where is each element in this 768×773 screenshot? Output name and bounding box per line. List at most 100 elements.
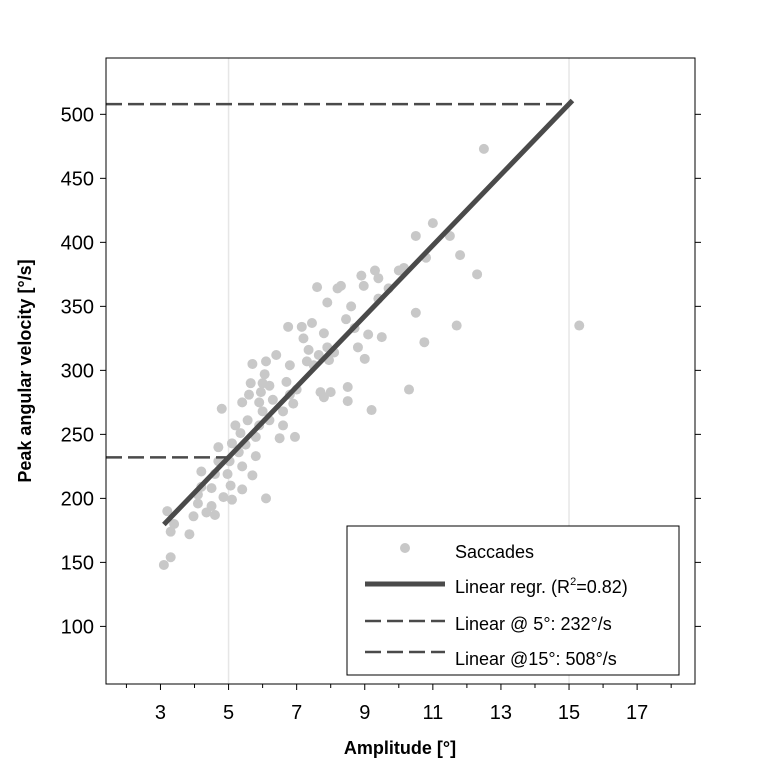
data-point	[259, 369, 270, 380]
x-tick-label: 3	[155, 702, 166, 724]
data-point	[325, 387, 336, 398]
regression-line	[162, 98, 575, 527]
data-point	[255, 387, 266, 398]
data-point	[235, 428, 246, 439]
data-point	[165, 526, 176, 537]
data-point	[451, 320, 462, 331]
regression-lines	[106, 98, 575, 527]
data-point	[206, 483, 217, 494]
data-point	[289, 431, 300, 442]
data-point	[472, 269, 483, 280]
y-axis-label: Peak angular velocity [°/s]	[15, 259, 35, 482]
data-point	[284, 360, 295, 371]
data-point	[358, 280, 369, 291]
data-point	[410, 307, 421, 318]
data-point	[261, 356, 272, 367]
data-point	[169, 518, 180, 529]
y-tick-label: 200	[61, 488, 94, 510]
data-point	[373, 273, 384, 284]
legend-label-linear-5: Linear @ 5°: 232°/s	[455, 614, 612, 634]
data-point	[281, 376, 292, 387]
y-tick-label: 250	[61, 424, 94, 446]
data-point	[165, 552, 176, 563]
legend-label-saccades: Saccades	[455, 542, 534, 562]
x-tick-label: 7	[291, 702, 302, 724]
x-tick-label: 5	[223, 702, 234, 724]
data-point	[296, 321, 307, 332]
data-point	[341, 314, 352, 325]
x-axis-label: Amplitude [°]	[344, 738, 456, 758]
data-point	[410, 230, 421, 241]
data-point	[226, 494, 237, 505]
data-point	[237, 484, 248, 495]
y-tick-label: 150	[61, 552, 94, 574]
data-point	[298, 333, 309, 344]
data-point	[213, 442, 224, 453]
data-point	[318, 328, 329, 339]
data-point	[206, 501, 217, 512]
data-point	[574, 320, 585, 331]
legend-label-regression: Linear regr. (R2=0.82)	[455, 576, 628, 597]
data-point	[257, 406, 268, 417]
scatter-points	[158, 143, 585, 570]
data-point	[247, 358, 258, 369]
data-point	[306, 317, 317, 328]
data-point	[225, 480, 236, 491]
y-tick-label: 450	[61, 168, 94, 190]
data-point	[162, 506, 173, 517]
y-tick-label: 100	[61, 616, 94, 638]
data-point	[419, 337, 430, 348]
data-point	[322, 297, 333, 308]
x-tick-label: 9	[359, 702, 370, 724]
data-point	[209, 510, 220, 521]
legend-label-linear-15: Linear @15°: 508°/s	[455, 649, 617, 669]
data-point	[312, 282, 323, 293]
data-point	[478, 143, 489, 154]
plot-frame	[105, 57, 696, 685]
data-point	[250, 451, 261, 462]
x-axis: 3 5 7 9 11 13 15 17	[125, 684, 672, 724]
data-point	[427, 218, 438, 229]
data-point	[184, 529, 195, 540]
data-point	[455, 250, 466, 261]
data-point	[218, 492, 229, 503]
data-point	[237, 461, 248, 472]
legend-marker-saccades	[400, 543, 410, 553]
y-axis: 100 150 200 250 300 350 400 450 500	[61, 104, 701, 638]
data-point	[366, 405, 377, 416]
data-point	[188, 511, 199, 522]
data-point	[303, 344, 314, 355]
x-tick-label: 11	[422, 702, 443, 724]
data-point	[222, 469, 233, 480]
data-point	[342, 396, 353, 407]
data-point	[216, 403, 227, 414]
data-point	[196, 466, 207, 477]
data-point	[192, 498, 203, 509]
y-tick-label: 300	[61, 360, 94, 382]
x-tick-label: 17	[626, 702, 648, 724]
data-point	[342, 382, 353, 393]
data-point	[254, 397, 265, 408]
data-point	[243, 389, 254, 400]
data-point	[237, 397, 248, 408]
data-point	[247, 470, 258, 481]
data-point	[230, 420, 241, 431]
data-point	[274, 433, 285, 444]
legend: Saccades Linear regr. (R2=0.82) Linear @…	[346, 525, 680, 676]
data-point	[242, 415, 253, 426]
data-point	[356, 270, 367, 281]
data-point	[313, 349, 324, 360]
x-tick-label: 13	[490, 702, 512, 724]
data-point	[376, 332, 387, 343]
data-point	[245, 378, 256, 389]
data-point	[283, 321, 294, 332]
data-point	[346, 301, 357, 312]
data-point	[261, 493, 272, 504]
data-point	[278, 406, 289, 417]
data-point	[369, 265, 380, 276]
data-point	[352, 342, 363, 353]
data-point	[288, 398, 299, 409]
x-tick-label: 15	[558, 702, 580, 724]
data-point	[318, 392, 329, 403]
